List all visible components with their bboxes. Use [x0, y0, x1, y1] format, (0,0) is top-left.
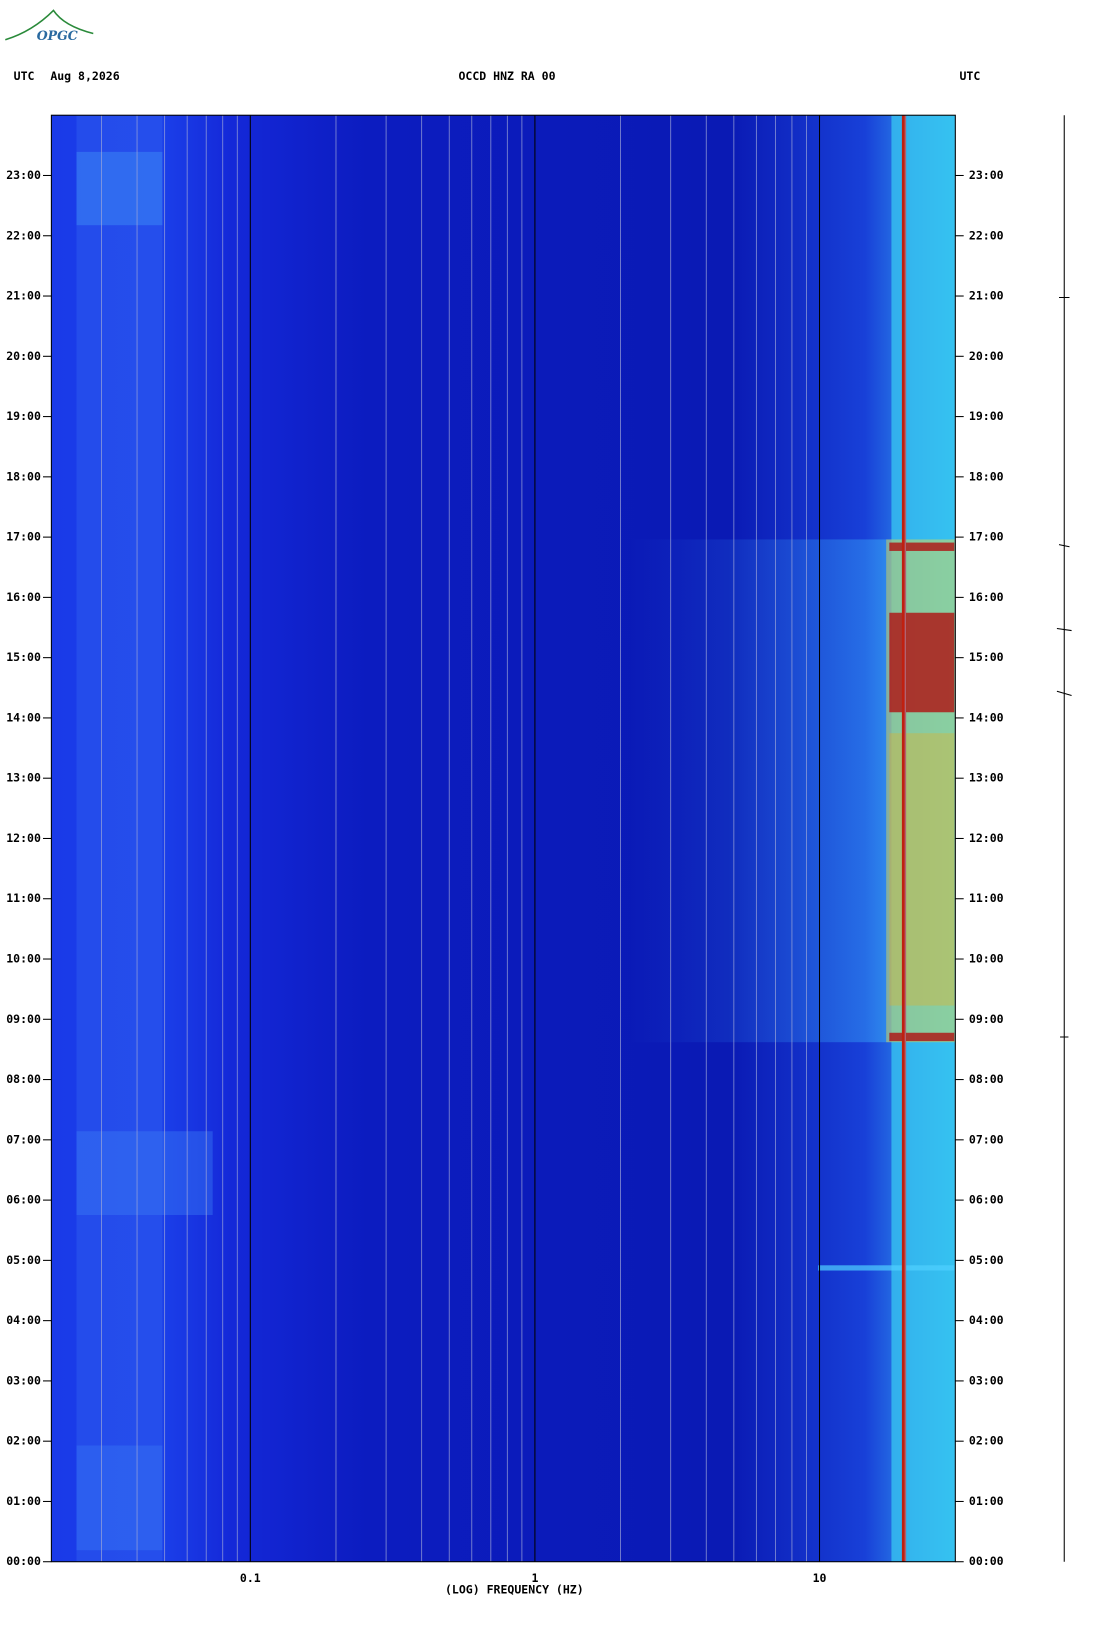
y-tick-label-right: 04:00	[969, 1313, 1004, 1327]
y-tick-label-right: 18:00	[969, 469, 1004, 483]
y-tick-label-left: 11:00	[6, 891, 41, 905]
y-tick-label-right: 13:00	[969, 771, 1004, 785]
x-tick-label: 0.1	[240, 1571, 261, 1585]
logo: OPGC	[5, 9, 94, 43]
y-tick-label-left: 19:00	[6, 409, 41, 423]
y-tick-label-left: 18:00	[6, 469, 41, 483]
y-tick-label-left: 01:00	[6, 1494, 41, 1508]
y-tick-label-right: 22:00	[969, 228, 1004, 242]
x-tick-label: 10	[813, 1571, 827, 1585]
y-tick-label-right: 08:00	[969, 1072, 1004, 1086]
chart-title: OCCD HNZ RA 00	[458, 69, 555, 83]
y-tick-label-right: 07:00	[969, 1132, 1004, 1146]
y-tick-label-left: 15:00	[6, 650, 41, 664]
y-tick-label-right: 10:00	[969, 952, 1004, 966]
y-tick-label-right: 05:00	[969, 1253, 1004, 1267]
y-tick-label-left: 12:00	[6, 831, 41, 845]
y-tick-label-left: 13:00	[6, 771, 41, 785]
y-tick-label-left: 03:00	[6, 1373, 41, 1387]
y-tick-label-right: 00:00	[969, 1554, 1004, 1568]
y-tick-label-right: 14:00	[969, 710, 1004, 724]
y-tick-label-right: 16:00	[969, 590, 1004, 604]
logo-text: OPGC	[37, 28, 78, 43]
y-tick-label-left: 22:00	[6, 228, 41, 242]
y-tick-label-right: 17:00	[969, 530, 1004, 544]
y-tick-label-right: 12:00	[969, 831, 1004, 845]
y-tick-label-left: 06:00	[6, 1193, 41, 1207]
spectrogram	[51, 115, 956, 1562]
y-tick-label-left: 05:00	[6, 1253, 41, 1267]
y-tick-label-right: 20:00	[969, 349, 1004, 363]
y-tick-label-right: 15:00	[969, 650, 1004, 664]
y-tick-label-left: 04:00	[6, 1313, 41, 1327]
timezone-right: UTC	[960, 69, 981, 83]
timezone-left: UTC	[14, 69, 35, 83]
y-tick-label-right: 19:00	[969, 409, 1004, 423]
y-tick-label-left: 10:00	[6, 952, 41, 966]
y-tick-label-right: 06:00	[969, 1193, 1004, 1207]
y-tick-label-right: 09:00	[969, 1012, 1004, 1026]
y-tick-label-left: 23:00	[6, 168, 41, 182]
y-tick-label-right: 11:00	[969, 891, 1004, 905]
y-tick-label-left: 02:00	[6, 1434, 41, 1448]
y-tick-label-left: 17:00	[6, 530, 41, 544]
y-tick-label-left: 20:00	[6, 349, 41, 363]
y-tick-label-left: 14:00	[6, 710, 41, 724]
axes: 0.1 1 10 00:00 00:00 01:00 01:00 02:00 02:00 03:0…	[6, 114, 1004, 1585]
y-tick-label-left: 00:00	[6, 1554, 41, 1568]
y-tick-label-right: 21:00	[969, 289, 1004, 303]
y-tick-label-right: 03:00	[969, 1373, 1004, 1387]
y-tick-label-right: 02:00	[969, 1434, 1004, 1448]
y-tick-label-left: 16:00	[6, 590, 41, 604]
y-tick-label-left: 21:00	[6, 289, 41, 303]
y-tick-label-right: 23:00	[969, 168, 1004, 182]
y-tick-label-right: 01:00	[969, 1494, 1004, 1508]
y-tick-label-left: 09:00	[6, 1012, 41, 1026]
date: Aug 8,2026	[50, 69, 119, 83]
x-axis-label: (LOG) FREQUENCY (HZ)	[445, 1583, 584, 1597]
seismogram-trace	[1056, 115, 1072, 1562]
y-tick-label-left: 08:00	[6, 1072, 41, 1086]
y-tick-label-left: 07:00	[6, 1132, 41, 1146]
x-tick-label: 1	[531, 1571, 538, 1585]
